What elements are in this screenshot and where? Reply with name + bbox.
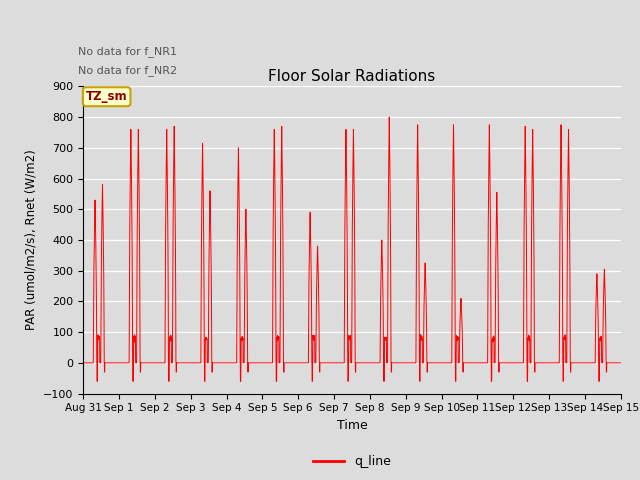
Text: TZ_sm: TZ_sm — [86, 90, 127, 103]
X-axis label: Time: Time — [337, 419, 367, 432]
Legend: q_line: q_line — [308, 450, 396, 473]
Title: Floor Solar Radiations: Floor Solar Radiations — [268, 69, 436, 84]
Text: No data for f_NR1: No data for f_NR1 — [78, 47, 177, 58]
Text: No data for f_NR2: No data for f_NR2 — [78, 65, 177, 76]
Y-axis label: PAR (umol/m2/s), Rnet (W/m2): PAR (umol/m2/s), Rnet (W/m2) — [24, 150, 38, 330]
